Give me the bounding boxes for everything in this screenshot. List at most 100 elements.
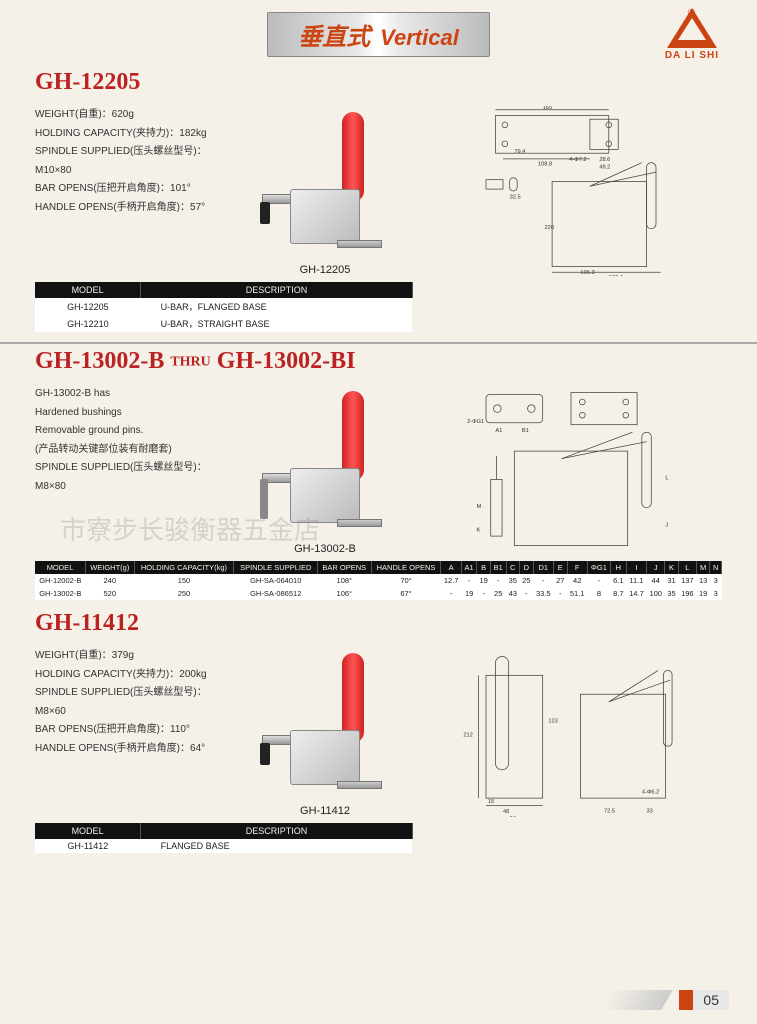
title-en: Vertical [380,25,459,51]
clamp-illustration [260,391,390,541]
model-title: GH-12205 [35,69,722,96]
th: D1 [533,561,553,574]
svg-text:15: 15 [488,799,494,805]
th: L [678,561,696,574]
spec-line: M10×80 [35,162,230,181]
clamp-illustration [260,112,390,262]
th: BAR OPENS [318,561,371,574]
spec-list: WEIGHT(自重)：379g HOLDING CAPACITY(夹持力)：20… [35,647,230,817]
th: J [647,561,665,574]
model-title: GH-11412 [35,610,722,637]
th: H [610,561,626,574]
th: B [477,561,491,574]
spec-list: GH-13002-B has Hardened bushings Removab… [35,385,230,555]
table-row: GH-12205U-BAR，FLANGED BASE [35,298,412,315]
spec-line: BAR OPENS(压把开启角度)：110° [35,721,230,740]
th: ΦG1 [587,561,610,574]
spec-line: HANDLE OPENS(手柄开启角度)：64° [35,740,230,759]
svg-text:165: 165 [543,106,552,111]
th-model: MODEL [35,823,141,839]
engineering-diagram: 165 108.8 79.4 28.6 49.2 4-Φ7.2 32.5 220… [420,106,722,276]
product-section-13002: GH-13002-B THRU GH-13002-BI GH-13002-B h… [0,342,757,606]
th-desc: DESCRIPTION [141,823,413,839]
spec-line: SPINDLE SUPPLIED(压头螺丝型号)： [35,143,230,162]
title-banner: 垂直式 Vertical [267,12,490,57]
svg-text:M: M [477,504,482,510]
spec-list: WEIGHT(自重)：620g HOLDING CAPACITY(夹持力)：18… [35,106,230,276]
th: M [696,561,710,574]
th: N [710,561,722,574]
th: SPINDLE SUPPLIED [234,561,318,574]
svg-text:79.4: 79.4 [514,149,525,155]
svg-text:49.2: 49.2 [599,164,610,170]
th: HANDLE OPENS [371,561,441,574]
brand-logo: ® DA LI SHI [665,8,719,61]
svg-text:2-ΦG1: 2-ΦG1 [467,419,484,425]
product-section-12205: GH-12205 WEIGHT(自重)：620g HOLDING CAPACIT… [0,65,757,338]
spec-line: M8×80 [35,478,230,497]
svg-text:220: 220 [545,225,554,231]
spec-line: M8×60 [35,703,230,722]
spec-line: Hardened bushings [35,404,230,423]
product-section-11412: GH-11412 WEIGHT(自重)：379g HOLDING CAPACIT… [0,606,757,859]
table-row: GH-13002-B520250GH-SA-086512106°67°-19-2… [35,587,722,600]
svg-text:48: 48 [503,809,509,815]
logo-triangle-icon [667,8,717,48]
table-row: GH-12210U-BAR，STRAIGHT BASE [35,315,412,332]
th: D [520,561,534,574]
svg-text:33: 33 [647,808,653,814]
spec-line: Removable ground pins. [35,422,230,441]
photo-label: GH-13002-B [294,543,356,555]
footer-decoration [601,990,673,1010]
spec-line: BAR OPENS(压把开启角度)：101° [35,180,230,199]
svg-text:108.8: 108.8 [538,162,552,168]
engineering-diagram: A1 B1 2-ΦG1 MK LJ [420,385,722,555]
svg-text:162.4: 162.4 [609,275,623,276]
svg-text:4-Φ6.2: 4-Φ6.2 [642,789,659,795]
title-cn: 垂直式 [298,17,370,52]
th: K [665,561,679,574]
page-number: 05 [679,990,729,1010]
photo-label: GH-11412 [300,805,350,817]
model-table: MODEL DESCRIPTION GH-12205U-BAR，FLANGED … [35,282,413,332]
spec-line: WEIGHT(自重)：620g [35,106,230,125]
th: E [553,561,567,574]
svg-text:212: 212 [463,733,472,739]
svg-text:106.3: 106.3 [580,270,594,276]
svg-text:28.6: 28.6 [599,157,610,163]
photo-label: GH-12205 [300,264,351,276]
svg-text:32.5: 32.5 [510,195,521,201]
th: C [506,561,520,574]
th: HOLDING CAPACITY(kg) [134,561,234,574]
spec-line: SPINDLE SUPPLIED(压头螺丝型号)： [35,684,230,703]
table-row: GH-12002-B240150GH-SA-064010108°70°12.7-… [35,574,722,587]
page-header: 垂直式 Vertical ® DA LI SHI [0,0,757,65]
brand-name: DA LI SHI [665,50,719,61]
spec-table: MODELWEIGHT(g)HOLDING CAPACITY(kg)SPINDL… [35,561,722,600]
th-desc: DESCRIPTION [141,282,413,298]
svg-text:72.5: 72.5 [604,808,615,814]
svg-text:A1: A1 [495,428,502,434]
spec-line: HOLDING CAPACITY(夹持力)：182kg [35,125,230,144]
spec-line: WEIGHT(自重)：379g [35,647,230,666]
table-row: GH-11412FLANGED BASE [35,839,412,853]
product-photo: GH-11412 [240,647,410,817]
clamp-illustration [260,653,390,803]
th: WEIGHT(g) [86,561,134,574]
svg-text:L: L [665,475,668,481]
product-photo: GH-13002-B [240,385,410,555]
svg-text:123: 123 [548,719,557,725]
svg-text:64: 64 [510,816,516,817]
th: A1 [461,561,477,574]
spec-line: SPINDLE SUPPLIED(压头螺丝型号)： [35,459,230,478]
svg-text:B1: B1 [522,428,529,434]
svg-text:J: J [665,523,668,529]
model-title: GH-13002-B THRU GH-13002-BI [35,348,722,375]
th: A [441,561,461,574]
model-table: MODEL DESCRIPTION GH-11412FLANGED BASE [35,823,413,853]
engineering-diagram: 212 123 48 64 15 72.5 33 4-Φ6.2 [420,647,722,817]
spec-line: HANDLE OPENS(手柄开启角度)：57° [35,199,230,218]
spec-line: GH-13002-B has [35,385,230,404]
th-model: MODEL [35,282,141,298]
th: I [626,561,646,574]
